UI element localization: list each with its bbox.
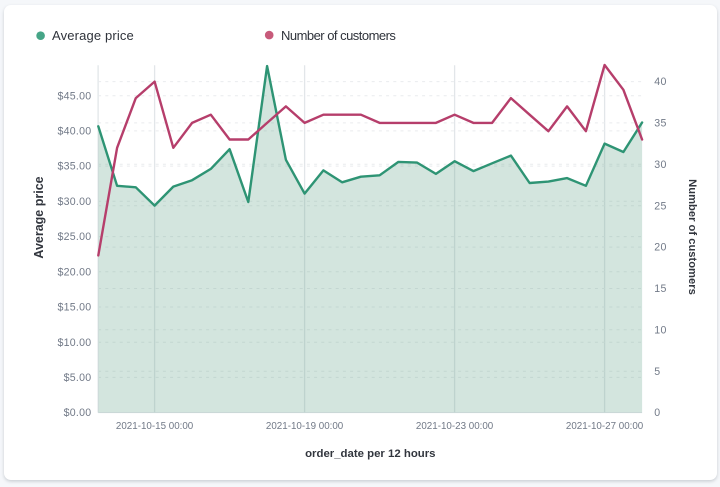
svg-text:30: 30	[654, 159, 666, 171]
svg-text:2021-10-27 00:00: 2021-10-27 00:00	[566, 421, 644, 432]
svg-text:Number of customers: Number of customers	[686, 179, 698, 295]
svg-text:$30.00: $30.00	[57, 196, 91, 208]
svg-text:$25.00: $25.00	[57, 231, 91, 243]
svg-text:15: 15	[654, 283, 666, 295]
svg-text:20: 20	[654, 242, 666, 254]
svg-text:0: 0	[654, 407, 660, 419]
svg-text:$5.00: $5.00	[64, 372, 92, 384]
svg-text:Average price: Average price	[52, 28, 134, 43]
svg-text:Average price: Average price	[32, 176, 46, 258]
svg-text:Number of customers: Number of customers	[281, 28, 396, 43]
svg-text:$35.00: $35.00	[57, 161, 91, 173]
svg-text:10: 10	[654, 324, 666, 336]
svg-text:40: 40	[654, 76, 666, 88]
svg-text:order_date per 12 hours: order_date per 12 hours	[305, 448, 435, 460]
svg-text:$40.00: $40.00	[57, 126, 91, 138]
svg-text:$15.00: $15.00	[57, 302, 91, 314]
svg-text:2021-10-15 00:00: 2021-10-15 00:00	[116, 421, 194, 432]
svg-text:25: 25	[654, 200, 666, 212]
svg-text:$20.00: $20.00	[57, 266, 91, 278]
svg-text:$45.00: $45.00	[57, 90, 91, 102]
svg-text:2021-10-19 00:00: 2021-10-19 00:00	[266, 421, 344, 432]
svg-text:$10.00: $10.00	[57, 337, 91, 349]
svg-text:2021-10-23 00:00: 2021-10-23 00:00	[416, 421, 494, 432]
svg-text:$0.00: $0.00	[64, 407, 92, 419]
svg-text:35: 35	[654, 118, 666, 130]
svg-text:5: 5	[654, 366, 660, 378]
